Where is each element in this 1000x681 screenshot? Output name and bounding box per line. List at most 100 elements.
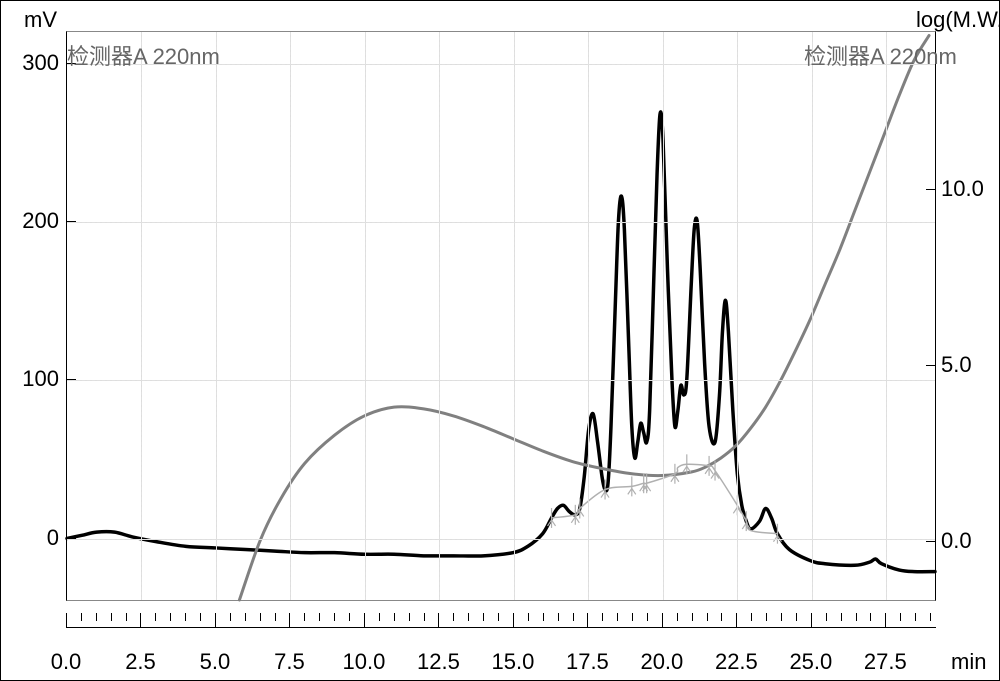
- x-tick-minor: [155, 613, 156, 621]
- x-tick-minor: [796, 613, 797, 621]
- x-gridline: [514, 32, 515, 600]
- x-tick-minor: [856, 613, 857, 621]
- x-gridline: [886, 32, 887, 600]
- x-gridline: [439, 32, 440, 600]
- y-right-tick: [926, 541, 936, 542]
- x-tick-minor: [200, 613, 201, 621]
- x-tick-minor: [677, 613, 678, 621]
- plot-area: [66, 31, 936, 601]
- x-tick-minor: [260, 613, 261, 621]
- x-tick-label: 12.5: [417, 649, 460, 675]
- x-tick-minor: [483, 613, 484, 621]
- x-tick-label: 27.5: [864, 649, 907, 675]
- y-right-tick: [926, 189, 936, 190]
- x-tick-minor: [379, 613, 380, 621]
- x-tick-label: 7.5: [274, 649, 305, 675]
- x-tick-label: 0.0: [51, 649, 82, 675]
- x-tick-minor: [304, 613, 305, 621]
- y-gridline: [67, 539, 935, 540]
- x-tick-minor: [453, 613, 454, 621]
- y-right-tick-label: 5.0: [941, 352, 996, 378]
- x-tick-major: [662, 613, 663, 627]
- x-tick-label: 25.0: [789, 649, 832, 675]
- x-tick-minor: [245, 613, 246, 621]
- x-tick-minor: [826, 613, 827, 621]
- x-tick-label: 2.5: [125, 649, 156, 675]
- x-gridline: [588, 32, 589, 600]
- x-tick-minor: [96, 613, 97, 621]
- x-tick-minor: [841, 613, 842, 621]
- x-gridline: [737, 32, 738, 600]
- x-tick-major: [215, 613, 216, 627]
- x-tick-minor: [498, 613, 499, 621]
- x-gridline: [290, 32, 291, 600]
- x-tick-minor: [573, 613, 574, 621]
- y-left-tick-label: 0: [4, 525, 59, 551]
- x-tick-major: [513, 613, 514, 627]
- x-tick-minor: [602, 613, 603, 621]
- x-tick-minor: [528, 613, 529, 621]
- x-tick-label: 20.0: [640, 649, 683, 675]
- y-left-tick: [66, 379, 76, 380]
- x-tick-minor: [334, 613, 335, 621]
- x-gridline: [812, 32, 813, 600]
- x-tick-minor: [707, 613, 708, 621]
- x-tick-minor: [766, 613, 767, 621]
- x-tick-minor: [349, 613, 350, 621]
- x-tick-label: 17.5: [566, 649, 609, 675]
- x-tick-major: [736, 613, 737, 627]
- x-tick-minor: [721, 613, 722, 621]
- x-ruler-line: [66, 627, 936, 628]
- x-tick-minor: [781, 613, 782, 621]
- y-gridline: [67, 222, 935, 223]
- detector-label: 检测器A 220nm: [804, 39, 957, 71]
- y-left-tick: [66, 221, 76, 222]
- series-detector-A-220nm: [67, 112, 935, 572]
- x-tick-major: [885, 613, 886, 627]
- y-gridline: [67, 380, 935, 381]
- x-tick-minor: [558, 613, 559, 621]
- x-tick-minor: [170, 613, 171, 621]
- x-tick-minor: [424, 613, 425, 621]
- x-tick-major: [438, 613, 439, 627]
- y-right-tick-label: 0.0: [941, 528, 996, 554]
- x-gridline: [216, 32, 217, 600]
- y-left-tick-label: 200: [4, 208, 59, 234]
- x-gridline: [365, 32, 366, 600]
- x-tick-minor: [409, 613, 410, 621]
- x-tick-minor: [394, 613, 395, 621]
- x-tick-minor: [900, 613, 901, 621]
- x-tick-label: 5.0: [200, 649, 231, 675]
- x-tick-minor: [111, 613, 112, 621]
- x-title: min: [951, 649, 986, 675]
- x-tick-minor: [647, 613, 648, 621]
- x-tick-label: 10.0: [343, 649, 386, 675]
- series-calibration-logMW: [239, 36, 929, 600]
- y-right-title: log(M.W.): [916, 7, 1000, 33]
- x-tick-minor: [915, 613, 916, 621]
- x-tick-minor: [81, 613, 82, 621]
- y-right-tick-label: 10.0: [941, 176, 996, 202]
- plot-svg: [67, 32, 935, 600]
- y-left-tick-label: 100: [4, 366, 59, 392]
- x-tick-minor: [617, 613, 618, 621]
- x-gridline: [663, 32, 664, 600]
- y-left-tick: [66, 538, 76, 539]
- y-right-tick: [926, 365, 936, 366]
- x-tick-minor: [230, 613, 231, 621]
- x-tick-minor: [930, 613, 931, 621]
- x-tick-minor: [751, 613, 752, 621]
- detector-label: 检测器A 220nm: [67, 39, 220, 71]
- x-tick-label: 15.0: [491, 649, 534, 675]
- x-tick-major: [364, 613, 365, 627]
- x-tick-major: [289, 613, 290, 627]
- chart-container: mV log(M.W.) min 01002003000.05.010.00.0…: [0, 0, 1000, 681]
- x-tick-minor: [185, 613, 186, 621]
- x-tick-minor: [468, 613, 469, 621]
- x-tick-major: [140, 613, 141, 627]
- y-left-title: mV: [24, 7, 57, 33]
- x-tick-minor: [632, 613, 633, 621]
- x-tick-minor: [126, 613, 127, 621]
- x-gridline: [141, 32, 142, 600]
- x-tick-label: 22.5: [715, 649, 758, 675]
